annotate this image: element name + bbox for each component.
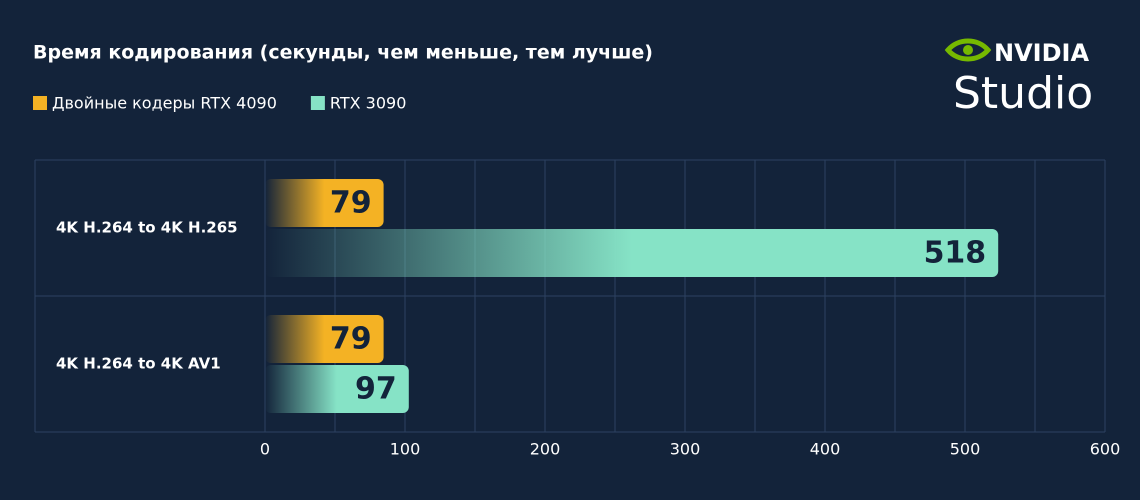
bar	[265, 365, 409, 413]
legend-label: RTX 3090	[330, 94, 407, 113]
brand-name: NVIDIA	[994, 39, 1089, 67]
value-label: 79	[330, 186, 372, 221]
legend-swatch	[33, 96, 47, 110]
bar	[265, 315, 384, 363]
x-tick-label: 200	[530, 440, 561, 459]
x-tick-label: 0	[260, 440, 270, 459]
logo-eye	[944, 38, 992, 62]
value-label: 79	[330, 322, 372, 357]
y-tick-label: 4K H.264 to 4K H.265	[56, 219, 238, 237]
x-tick-label: 400	[810, 440, 841, 459]
chart-title: Время кодирования (секунды, чем меньше, …	[33, 42, 653, 64]
brand-logo: NVIDIA Studio	[944, 38, 1093, 119]
value-label: 518	[924, 236, 987, 271]
y-tick-label: 4K H.264 to 4K AV1	[56, 355, 221, 373]
value-label: 97	[355, 372, 397, 407]
legend-swatch	[310, 96, 325, 110]
x-tick-label: 300	[670, 440, 701, 459]
logo-pupil	[963, 45, 973, 55]
legend-label: Двойные кодеры RTX 4090	[52, 94, 277, 113]
bar	[265, 229, 999, 277]
x-tick-label: 500	[950, 440, 981, 459]
x-tick-label: 600	[1090, 440, 1121, 459]
x-tick-label: 100	[390, 440, 421, 459]
brand-product: Studio	[953, 68, 1093, 119]
bar	[265, 179, 384, 227]
